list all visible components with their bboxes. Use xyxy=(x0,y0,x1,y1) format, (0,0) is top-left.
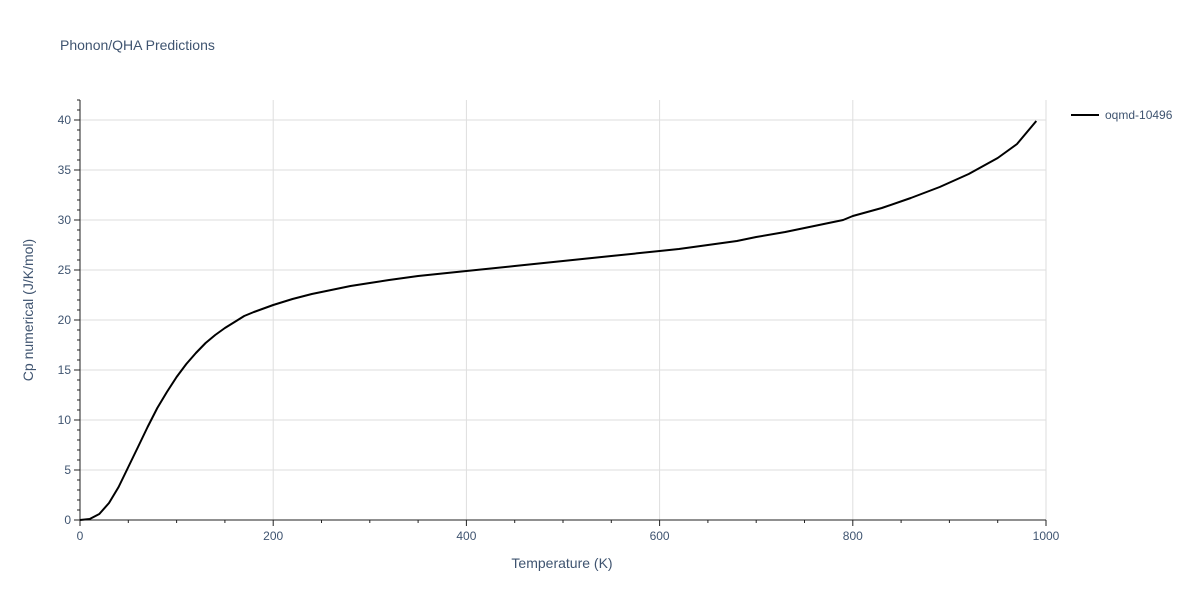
x-tick-label: 400 xyxy=(456,529,476,543)
y-tick-label: 20 xyxy=(58,313,72,327)
x-axis-title: Temperature (K) xyxy=(511,555,612,571)
x-tick-label: 200 xyxy=(263,529,283,543)
y-tick-label: 30 xyxy=(58,213,72,227)
y-tick-label: 35 xyxy=(58,163,72,177)
legend-label: oqmd-10496 xyxy=(1105,108,1173,122)
series-lines xyxy=(79,120,1038,521)
x-tick-label: 600 xyxy=(650,529,670,543)
x-tick-label: 0 xyxy=(77,529,84,543)
y-axis-title: Cp numerical (J/K/mol) xyxy=(20,239,36,381)
grid-lines xyxy=(80,100,1047,520)
series-line[interactable] xyxy=(79,120,1038,521)
y-tick-label: 5 xyxy=(64,463,71,477)
y-tick-label: 40 xyxy=(58,113,72,127)
y-tick-label: 15 xyxy=(58,363,72,377)
x-tick-label: 800 xyxy=(843,529,863,543)
y-tick-label: 25 xyxy=(58,263,72,277)
y-tick-label: 10 xyxy=(58,413,72,427)
tick-labels: 0 200 400 600 800 1000 0 5 10 15 20 25 30 35 40 xyxy=(58,113,1060,543)
x-tick-label: 1000 xyxy=(1033,529,1060,543)
chart-title: Phonon/QHA Predictions xyxy=(60,37,215,53)
y-tick-label: 0 xyxy=(64,513,71,527)
axes xyxy=(74,99,1047,526)
legend[interactable]: oqmd-10496 xyxy=(1071,108,1173,122)
